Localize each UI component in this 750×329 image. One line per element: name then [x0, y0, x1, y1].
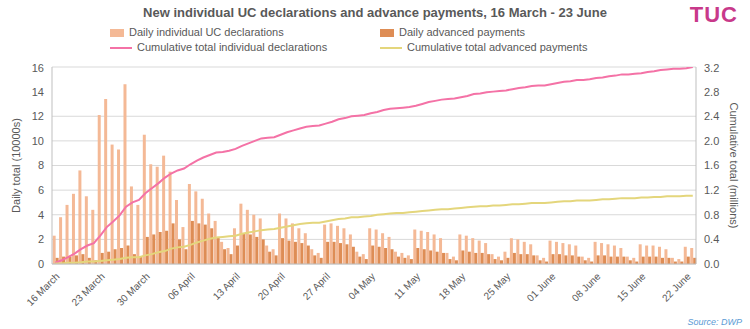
svg-text:11 May: 11 May — [392, 271, 422, 301]
html-text:TUC: TUC — [689, 2, 738, 27]
svg-text:23 March: 23 March — [69, 271, 106, 308]
svg-text:0: 0 — [38, 258, 44, 270]
html-text:Cumulative total individual de: Cumulative total individual declarations — [137, 41, 328, 53]
svg-text:0.8: 0.8 — [704, 209, 719, 221]
html-text:Daily individual UC declaratio: Daily individual UC declarations — [129, 26, 284, 38]
svg-text:3.2: 3.2 — [704, 62, 719, 74]
svg-text:06 April: 06 April — [166, 271, 197, 302]
svg-text:25 May: 25 May — [481, 271, 512, 302]
svg-text:15 June: 15 June — [615, 270, 648, 303]
svg-text:0.4: 0.4 — [704, 233, 719, 245]
svg-text:20 April: 20 April — [256, 271, 287, 302]
html-text:Daily advanced payments: Daily advanced payments — [399, 26, 525, 38]
html-text:Cumulative total advanced paym: Cumulative total advanced payments — [407, 41, 588, 53]
svg-text:0.0: 0.0 — [704, 258, 719, 270]
svg-text:2.4: 2.4 — [704, 110, 719, 122]
svg-text:27 April: 27 April — [301, 271, 332, 302]
svg-text:4: 4 — [38, 209, 44, 221]
svg-text:16: 16 — [32, 62, 44, 74]
svg-text:Cumulative total (millions): Cumulative total (millions) — [728, 103, 740, 229]
svg-text:14: 14 — [32, 86, 44, 98]
svg-text:2.0: 2.0 — [704, 135, 719, 147]
svg-text:01 June: 01 June — [525, 270, 558, 303]
svg-text:22 June: 22 June — [660, 270, 693, 303]
svg-text:18 May: 18 May — [436, 271, 467, 302]
svg-text:6: 6 — [38, 184, 44, 196]
html-text:New individual UC declarations: New individual UC declarations and advan… — [143, 5, 607, 20]
svg-text:Daily total (10000s): Daily total (10000s) — [10, 118, 22, 213]
svg-text:04 May: 04 May — [346, 271, 377, 302]
svg-text:1.2: 1.2 — [704, 184, 719, 196]
svg-text:2: 2 — [38, 233, 44, 245]
svg-text:12: 12 — [32, 110, 44, 122]
svg-text:2.8: 2.8 — [704, 86, 719, 98]
svg-text:10: 10 — [32, 135, 44, 147]
html-text:Source: DWP: Source: DWP — [687, 317, 742, 327]
svg-text:8: 8 — [38, 159, 44, 171]
svg-text:13 April: 13 April — [211, 271, 242, 302]
svg-text:30 March: 30 March — [115, 271, 152, 308]
svg-text:16 March: 16 March — [24, 271, 61, 308]
svg-text:1.6: 1.6 — [704, 159, 719, 171]
svg-text:08 June: 08 June — [570, 270, 603, 303]
